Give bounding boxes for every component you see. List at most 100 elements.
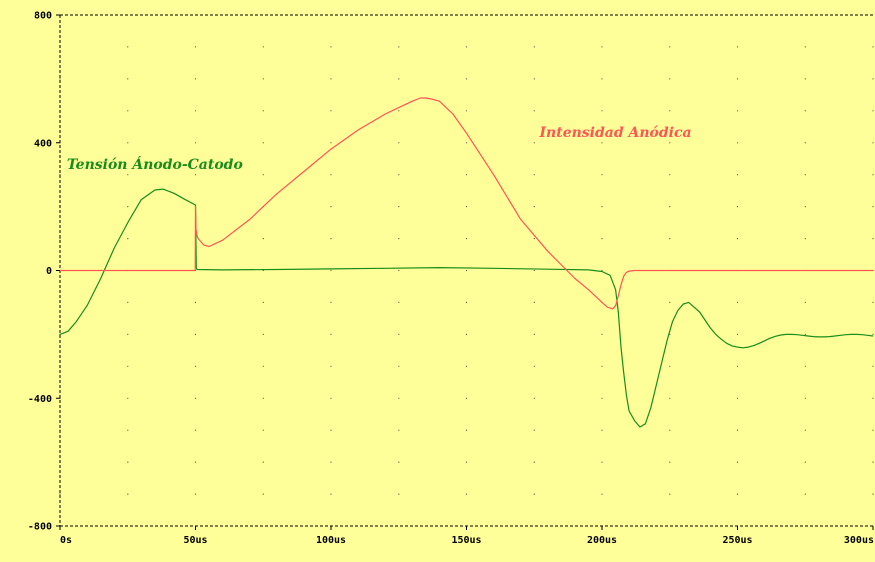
grid-dot-0	[59, 493, 61, 495]
grid-dot-143	[669, 238, 671, 240]
grid-dot-89	[398, 46, 400, 48]
grid-dot-78	[398, 397, 400, 399]
x-tick-label-2: 100us	[316, 535, 346, 546]
grid-dot-189	[872, 206, 874, 208]
grid-dot-128	[601, 238, 603, 240]
grid-dot-177	[804, 110, 806, 112]
grid-dot-152	[736, 429, 739, 431]
grid-dot-171	[804, 301, 806, 303]
grid-dot-30	[194, 493, 197, 495]
grid-dot-115	[533, 174, 535, 176]
grid-dot-170	[804, 333, 806, 335]
grid-dot-131	[601, 142, 603, 144]
grid-dot-147	[669, 110, 671, 112]
grid-dot-109	[533, 365, 535, 367]
grid-dot-21	[127, 301, 129, 303]
grid-dot-155	[736, 333, 739, 335]
grid-dot-191	[872, 142, 874, 144]
grid-dot-150	[736, 493, 739, 495]
grid-dot-148	[669, 78, 671, 80]
y-tick-label-1: -400	[28, 394, 52, 405]
grid-dot-65	[330, 333, 332, 335]
y-tick-label-2: 0	[46, 266, 52, 277]
grid-dot-169	[804, 365, 806, 367]
grid-dot-70	[330, 174, 332, 176]
grid-dot-83	[398, 238, 400, 240]
grid-dot-176	[804, 142, 806, 144]
grid-dot-182	[872, 429, 874, 431]
grid-dot-105	[533, 493, 535, 495]
grid-dot-97	[465, 269, 468, 272]
grid-dot-49	[262, 365, 264, 367]
grid-dot-31	[194, 461, 197, 463]
grid-dot-25	[127, 174, 129, 176]
grid-dot-35	[194, 333, 197, 335]
x-tick-label-3: 150us	[451, 535, 481, 546]
grid-dot-8	[59, 238, 61, 240]
series-line-1	[60, 97, 873, 310]
grid-dot-120	[601, 493, 603, 495]
grid-dot-130	[601, 174, 603, 176]
grid-dot-173	[804, 238, 806, 240]
x-tick-label-4: 200us	[587, 535, 617, 546]
grid-dot-69	[330, 206, 332, 208]
grid-dot-18	[127, 397, 129, 399]
grid-dot-29	[127, 46, 129, 48]
grid-dot-164	[736, 46, 739, 48]
grid-dot-110	[533, 333, 535, 335]
x-tick-label-5: 250us	[722, 535, 752, 546]
grid-dot-19	[127, 365, 129, 367]
grid-dot-136	[669, 461, 671, 463]
grid-dot-106	[533, 461, 535, 463]
grid-dot-68	[330, 238, 332, 240]
grid-dot-24	[127, 206, 129, 208]
x-tick-label-6: 300us	[844, 535, 874, 546]
grid-dot-56	[262, 142, 264, 144]
grid-dot-167	[804, 429, 806, 431]
grid-dot-96	[465, 301, 468, 303]
grid-dot-135	[669, 493, 671, 495]
grid-dot-33	[194, 397, 197, 399]
grid-dot-41	[194, 142, 197, 144]
grid-dot-82	[398, 269, 400, 272]
grid-dot-10	[59, 174, 61, 176]
grid-dot-151	[736, 461, 739, 463]
grid-dot-159	[736, 206, 739, 208]
grid-dot-94	[465, 365, 468, 367]
grid-dot-44	[194, 46, 197, 48]
grid-dot-32	[194, 429, 197, 431]
grid-dot-163	[736, 78, 739, 80]
series-label-1: Intensidad Anódica	[539, 125, 692, 141]
grid-dot-66	[330, 301, 332, 303]
grid-dot-158	[736, 238, 739, 240]
grid-dot-121	[601, 461, 603, 463]
grid-dot-102	[465, 110, 468, 112]
grid-dot-47	[262, 429, 264, 431]
grid-dot-15	[127, 493, 129, 495]
grid-dot-184	[872, 365, 874, 367]
series-group	[59, 97, 874, 428]
y-tick-label-3: 400	[34, 138, 52, 149]
grid-dot-16	[127, 461, 129, 463]
grid-dot-86	[398, 142, 400, 144]
grid-dot-101	[465, 142, 468, 144]
grid-dot-27	[127, 110, 129, 112]
grid-dot-180	[872, 493, 874, 495]
grid-dot-46	[262, 461, 264, 463]
grid-dot-129	[601, 206, 603, 208]
grid-dot-118	[533, 78, 535, 80]
grid-dot-72	[330, 110, 332, 112]
grid-dot-45	[262, 493, 264, 495]
annotations: Tensión Ánodo-Catodo Intensidad Anódica	[67, 125, 692, 173]
grid-dot-145	[669, 174, 671, 176]
grid-dot-62	[330, 429, 332, 431]
grid-dot-87	[398, 110, 400, 112]
grid-dot-64	[330, 365, 332, 367]
grid-dot-60	[330, 493, 332, 495]
grid-dot-48	[262, 397, 264, 399]
x-tick-label-1: 50us	[183, 535, 207, 546]
grid-dot-93	[465, 397, 468, 399]
grid-dot-75	[398, 493, 400, 495]
grid-dot-144	[669, 206, 671, 208]
